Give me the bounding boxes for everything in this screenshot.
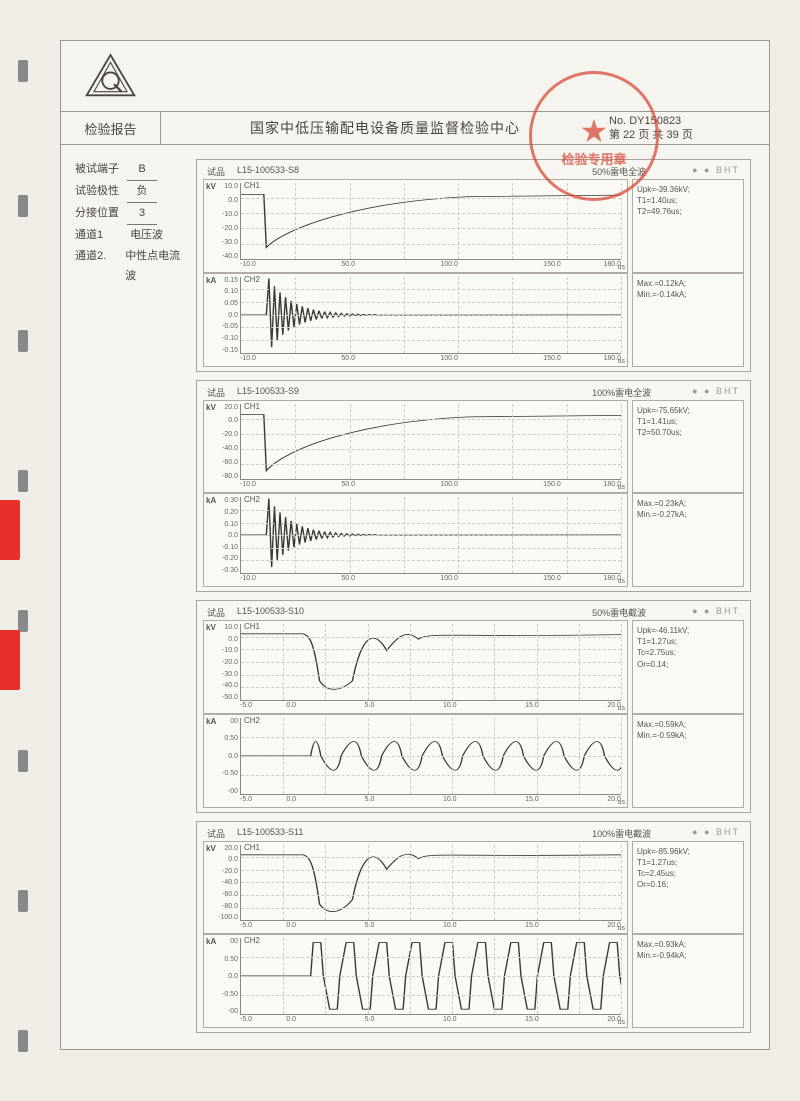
x-ticks: -5.00.05.010.015.020.0 [240, 702, 621, 712]
chart-measurements: Upk=-39.36kV;T1=1.40us;T2=49.76us; [632, 179, 744, 273]
y-ticks: 000.500.0-0.50-00 [206, 938, 238, 1015]
x-ticks: -10.050.0100.0150.0180.0 [240, 575, 621, 585]
report-page: ★ 检验专用章 检验报告 国家中低压输配电设备质量监督检验中心 No. DY15… [60, 40, 770, 1050]
x-unit-label: us [618, 1019, 625, 1026]
y-ticks: 20.00.0-20.0-40.0-60.0-80.0-100.0 [206, 845, 238, 922]
x-ticks: -10.050.0100.0150.0180.0 [240, 261, 621, 271]
stamp-text: 检验专用章 [561, 149, 626, 168]
x-unit-label: us [618, 799, 625, 806]
plot-area [240, 497, 621, 574]
chart-group: 试品L15-100533-S1050%雷电截波● ● BHTkVCH110.00… [196, 600, 751, 813]
chart-row: kVCH110.00.0-10.0-20.0-30.0-40.0-10.050.… [203, 179, 744, 273]
x-ticks: -5.00.05.010.015.020.0 [240, 796, 621, 806]
waveform-chart: kACH2000.500.0-0.50-00-5.00.05.010.015.0… [203, 714, 628, 808]
chart-group-title: 试品L15-100533-S11100%雷电截波● ● BHT [203, 826, 744, 841]
binding-hole [18, 330, 28, 352]
x-unit-label: us [618, 925, 625, 932]
y-ticks: 0.300.200.100.0-0.10-0.20-0.30 [206, 497, 238, 574]
binding-edge [0, 0, 45, 1101]
plot-area [240, 183, 621, 260]
x-ticks: -10.050.0100.0150.0180.0 [240, 481, 621, 491]
red-stamp: ★ 检验专用章 [529, 71, 659, 201]
y-ticks: 000.500.0-0.50-00 [206, 718, 238, 795]
plot-area [240, 718, 621, 795]
chart-measurements: Upk=-46.11kV;T1=1.27us;Tc=2.75us;Or=0.14… [632, 620, 744, 714]
chart-row: kACH20.150.100.050.0-0.05-0.10-0.15-10.0… [203, 273, 744, 367]
chart-row: kACH2000.500.0-0.50-00-5.00.05.010.015.0… [203, 714, 744, 808]
chart-group-title: 试品L15-100533-S850%雷电全波● ● BHT [203, 164, 744, 179]
binding-hole [18, 195, 28, 217]
x-unit-label: us [618, 264, 625, 271]
x-ticks: -5.00.05.010.015.020.0 [240, 922, 621, 932]
binding-hole [18, 1030, 28, 1052]
x-unit-label: us [618, 578, 625, 585]
chart-row: kVCH120.00.0-20.0-40.0-60.0-80.0-10.050.… [203, 400, 744, 494]
report-label: 检验报告 [61, 112, 161, 144]
chart-row: kVCH110.00.0-10.0-20.0-30.0-40.0-50.0-5.… [203, 620, 744, 714]
q-logo [83, 53, 138, 101]
chart-measurements: Max.=0.12kA;Min.=-0.14kA; [632, 273, 744, 367]
waveform-chart: kACH2000.500.0-0.50-00-5.00.05.010.015.0… [203, 934, 628, 1028]
plot-area [240, 404, 621, 481]
x-ticks: -5.00.05.010.015.020.0 [240, 1016, 621, 1026]
plot-area [240, 624, 621, 701]
waveform-chart: kACH20.150.100.050.0-0.05-0.10-0.15-10.0… [203, 273, 628, 367]
waveform-chart: kVCH120.00.0-20.0-40.0-60.0-80.0-10.050.… [203, 400, 628, 494]
chart-row: kVCH120.00.0-20.0-40.0-60.0-80.0-100.0-5… [203, 841, 744, 935]
x-unit-label: us [618, 705, 625, 712]
chart-measurements: Upk=-85.96kV;T1=1.27us;Tc=2.45us;Or=0.16… [632, 841, 744, 935]
waveform-chart: kVCH110.00.0-10.0-20.0-30.0-40.0-50.0-5.… [203, 620, 628, 714]
chart-group: 试品L15-100533-S850%雷电全波● ● BHTkVCH110.00.… [196, 159, 751, 372]
chart-group-title: 试品L15-100533-S1050%雷电截波● ● BHT [203, 605, 744, 620]
chart-measurements: Max.=0.59kA;Min.=-0.59kA; [632, 714, 744, 808]
chart-measurements: Upk=-75.65kV;T1=1.41us;T2=50.70us; [632, 400, 744, 494]
binding-hole [18, 750, 28, 772]
waveform-chart: kACH20.300.200.100.0-0.10-0.20-0.30-10.0… [203, 493, 628, 587]
chart-group: 试品L15-100533-S11100%雷电截波● ● BHTkVCH120.0… [196, 821, 751, 1034]
chart-row: kACH20.300.200.100.0-0.10-0.20-0.30-10.0… [203, 493, 744, 587]
x-unit-label: us [618, 484, 625, 491]
chart-measurements: Max.=0.23kA;Min.=-0.27kA; [632, 493, 744, 587]
chart-row: kACH2000.500.0-0.50-00-5.00.05.010.015.0… [203, 934, 744, 1028]
charts-area: 试品L15-100533-S850%雷电全波● ● BHTkVCH110.00.… [196, 159, 751, 1033]
y-ticks: 10.00.0-10.0-20.0-30.0-40.0-50.0 [206, 624, 238, 701]
x-ticks: -10.050.0100.0150.0180.0 [240, 355, 621, 365]
y-ticks: 10.00.0-10.0-20.0-30.0-40.0 [206, 183, 238, 260]
binding-hole [18, 60, 28, 82]
red-bookmark-tab [0, 500, 20, 560]
waveform-chart: kVCH120.00.0-20.0-40.0-60.0-80.0-100.0-5… [203, 841, 628, 935]
binding-hole [18, 890, 28, 912]
chart-group-title: 试品L15-100533-S9100%雷电全波● ● BHT [203, 385, 744, 400]
stamp-star-icon: ★ [580, 112, 609, 150]
red-bookmark-tab [0, 630, 20, 690]
binding-hole [18, 470, 28, 492]
header-bar: 检验报告 国家中低压输配电设备质量监督检验中心 No. DY150823 第 2… [61, 111, 769, 145]
y-ticks: 20.00.0-20.0-40.0-60.0-80.0 [206, 404, 238, 481]
plot-area [240, 277, 621, 354]
chart-group: 试品L15-100533-S9100%雷电全波● ● BHTkVCH120.00… [196, 380, 751, 593]
x-unit-label: us [618, 358, 625, 365]
plot-area [240, 845, 621, 922]
plot-area [240, 938, 621, 1015]
binding-hole [18, 610, 28, 632]
test-parameters: 被试端子B 试验极性负 分接位置3 通道1 电压波 通道2. 中性点电流波 [75, 159, 185, 287]
y-ticks: 0.150.100.050.0-0.05-0.10-0.15 [206, 277, 238, 354]
chart-measurements: Max.=0.93kA;Min.=-0.94kA; [632, 934, 744, 1028]
